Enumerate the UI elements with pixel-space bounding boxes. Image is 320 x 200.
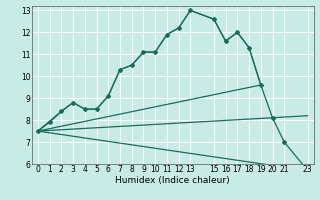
X-axis label: Humidex (Indice chaleur): Humidex (Indice chaleur) <box>116 176 230 185</box>
